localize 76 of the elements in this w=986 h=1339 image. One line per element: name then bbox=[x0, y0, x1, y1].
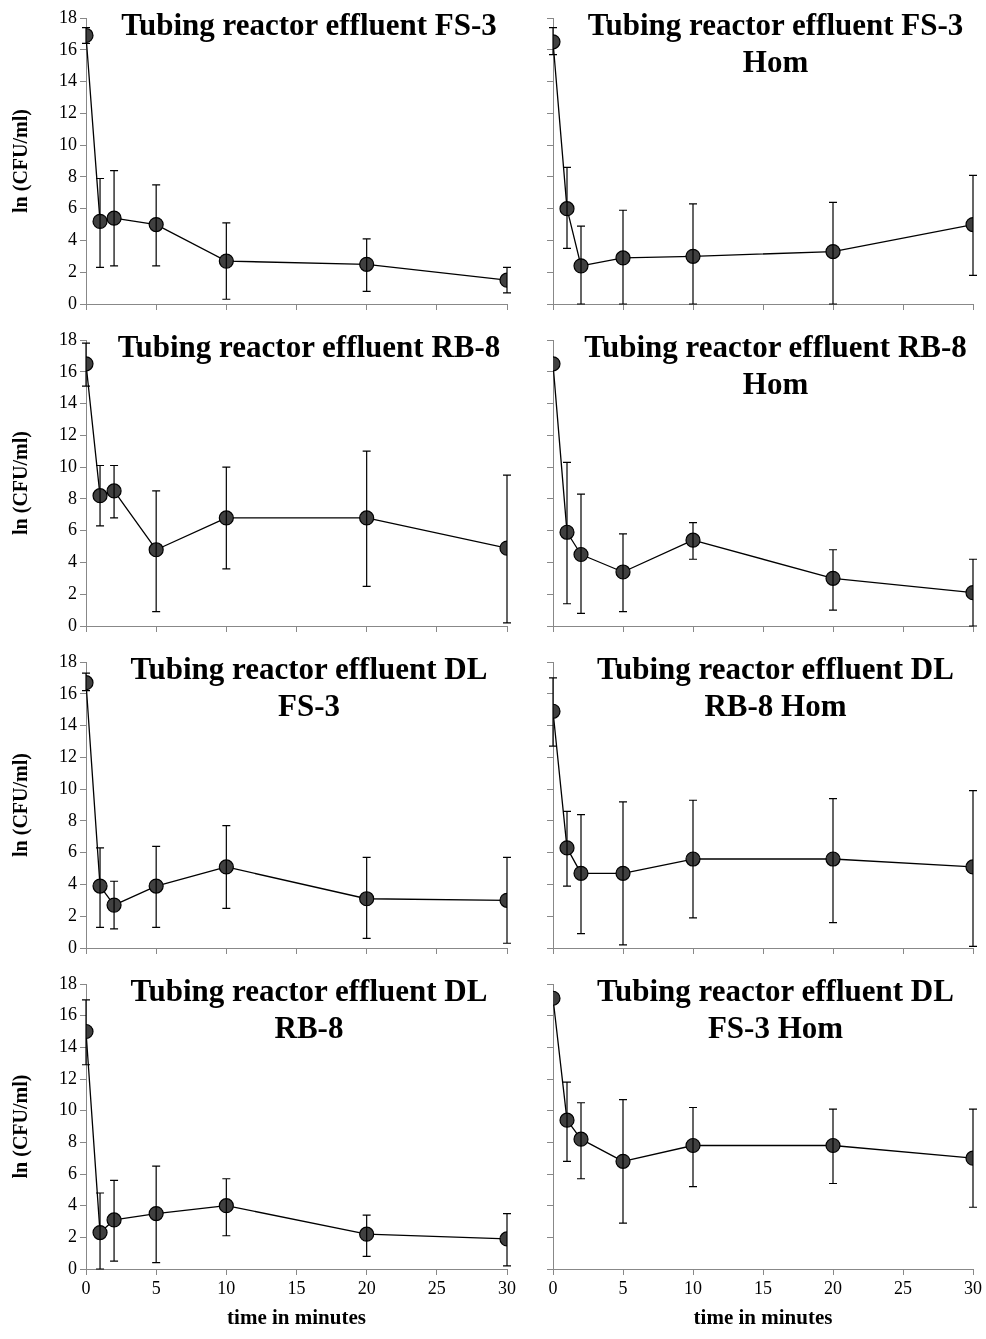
x-tick-label: 15 bbox=[754, 1277, 772, 1298]
y-tick-label: 18 bbox=[59, 6, 77, 27]
x-tick-label: 0 bbox=[548, 1277, 558, 1298]
y-axis-title: ln (CFU/ml) bbox=[9, 753, 33, 857]
y-tick-label: 18 bbox=[59, 650, 77, 671]
y-tick-label: 14 bbox=[59, 392, 77, 413]
y-tick-label: 4 bbox=[68, 551, 77, 572]
y-tick-label: 16 bbox=[59, 682, 77, 703]
x-tick-label: 15 bbox=[287, 1277, 306, 1298]
chart-title: Tubing reactor effluent DL FS-3 Hom bbox=[596, 972, 955, 1046]
x-tick-label: 0 bbox=[81, 1277, 91, 1298]
y-tick-label: 18 bbox=[59, 972, 77, 993]
y-tick-label: 12 bbox=[59, 424, 77, 445]
y-tick-label: 4 bbox=[68, 229, 77, 250]
y-tick-label: 8 bbox=[68, 1131, 77, 1152]
y-tick-label: 2 bbox=[68, 1226, 77, 1247]
chart-title: Tubing reactor effluent RB-8 bbox=[116, 328, 502, 365]
y-tick-label: 12 bbox=[59, 746, 77, 767]
y-tick-label: 8 bbox=[68, 809, 77, 830]
y-tick-label: 6 bbox=[68, 841, 77, 862]
point bbox=[218, 510, 234, 526]
y-tick-label: 14 bbox=[59, 1036, 77, 1057]
x-tick-label: 5 bbox=[151, 1277, 161, 1298]
y-tick-label: 6 bbox=[68, 197, 77, 218]
y-tick-label: 14 bbox=[59, 714, 77, 735]
chart-title: Tubing reactor effluent FS-3 Hom bbox=[586, 6, 965, 80]
y-tick-label: 2 bbox=[68, 582, 77, 603]
y-tick-label: 10 bbox=[59, 1099, 77, 1120]
y-tick-label: 16 bbox=[59, 38, 77, 59]
x-tick-label: 5 bbox=[618, 1277, 628, 1298]
x-tick-label: 10 bbox=[684, 1277, 702, 1298]
y-tick-label: 0 bbox=[68, 936, 77, 957]
point bbox=[148, 878, 164, 894]
y-tick-label: 0 bbox=[68, 614, 77, 635]
y-tick-label: 10 bbox=[59, 455, 77, 476]
x-tick-label: 25 bbox=[427, 1277, 446, 1298]
y-tick-label: 6 bbox=[68, 519, 77, 540]
point bbox=[148, 542, 164, 558]
y-tick-label: 14 bbox=[59, 70, 77, 91]
x-axis-title: time in minutes bbox=[693, 1304, 833, 1329]
y-tick-label: 12 bbox=[59, 1067, 77, 1088]
point bbox=[148, 1205, 164, 1222]
x-tick-label: 30 bbox=[498, 1277, 516, 1298]
y-tick-label: 6 bbox=[68, 1162, 77, 1183]
y-tick-label: 2 bbox=[68, 260, 77, 281]
chart-title: Tubing reactor effluent DL RB-8 bbox=[129, 972, 489, 1046]
y-tick-label: 0 bbox=[68, 1257, 77, 1278]
x-tick-label: 20 bbox=[824, 1277, 842, 1298]
y-tick-label: 4 bbox=[68, 873, 77, 894]
y-tick-label: 16 bbox=[59, 1004, 77, 1025]
point bbox=[218, 859, 234, 875]
x-tick-label: 10 bbox=[217, 1277, 236, 1298]
y-axis-title: ln (CFU/ml) bbox=[9, 109, 33, 213]
chart-title: Tubing reactor effluent RB-8 Hom bbox=[583, 328, 968, 402]
point bbox=[218, 1198, 234, 1214]
y-tick-label: 10 bbox=[59, 133, 77, 154]
x-tick-label: 25 bbox=[894, 1277, 912, 1298]
y-tick-label: 16 bbox=[59, 360, 77, 381]
y-tick-label: 18 bbox=[59, 328, 77, 349]
y-tick-label: 4 bbox=[68, 1194, 77, 1215]
x-axis-title: time in minutes bbox=[227, 1304, 366, 1329]
x-tick-label: 30 bbox=[964, 1277, 982, 1298]
point bbox=[148, 216, 164, 233]
y-tick-label: 10 bbox=[59, 777, 77, 798]
x-tick-label: 20 bbox=[357, 1277, 376, 1298]
y-axis-title: ln (CFU/ml) bbox=[9, 1074, 33, 1179]
point bbox=[218, 253, 234, 269]
chart-title: Tubing reactor effluent DL RB-8 Hom bbox=[596, 650, 955, 724]
y-tick-label: 0 bbox=[68, 292, 77, 313]
chart-title: Tubing reactor effluent FS-3 bbox=[120, 6, 498, 43]
chart-title: Tubing reactor effluent DL FS-3 bbox=[129, 650, 489, 724]
y-tick-label: 8 bbox=[68, 165, 77, 186]
y-axis-title: ln (CFU/ml) bbox=[9, 431, 33, 535]
y-tick-label: 12 bbox=[59, 102, 77, 123]
y-tick-label: 8 bbox=[68, 487, 77, 508]
y-tick-label: 2 bbox=[68, 904, 77, 925]
